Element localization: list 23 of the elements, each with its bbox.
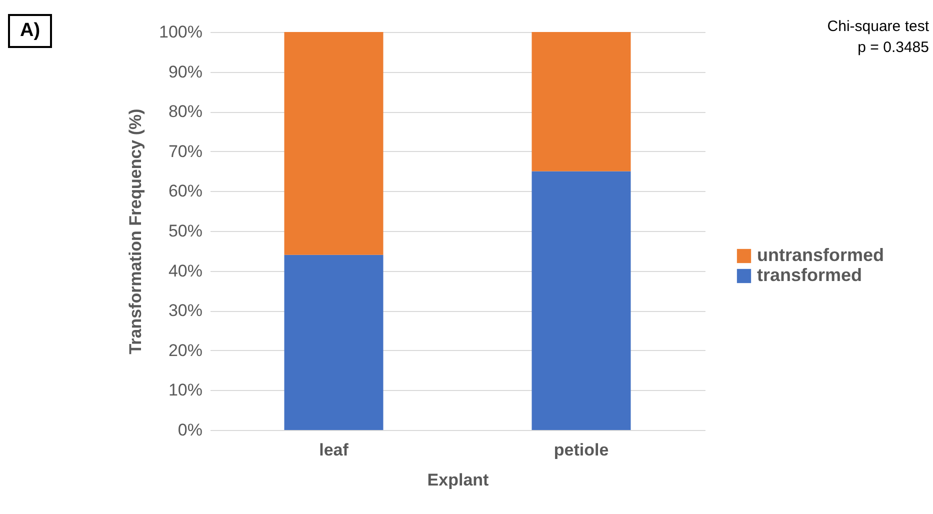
legend-label: untransformed	[757, 245, 884, 265]
bar	[284, 32, 384, 255]
y-tick-label: 70%	[168, 142, 202, 161]
bar	[532, 32, 631, 172]
bar	[284, 254, 384, 430]
legend-label: transformed	[757, 265, 862, 285]
y-tick-label: 10%	[168, 380, 202, 400]
y-tick-label: 50%	[168, 222, 202, 240]
y-tick-label: 80%	[168, 102, 202, 122]
x-tick-label: petiole	[554, 440, 609, 460]
y-tick-label: 40%	[168, 261, 202, 280]
x-axis-title: Explant	[427, 470, 490, 490]
text: A)	[8, 14, 52, 48]
y-tick-label: 0%	[178, 420, 202, 440]
y-tick-label: 100%	[159, 22, 202, 42]
y-tick-label: 90%	[168, 62, 202, 82]
y-tick-label: 30%	[168, 301, 202, 320]
bar	[532, 171, 631, 430]
y-tick-label: 60%	[168, 182, 202, 201]
x-tick-label: leaf	[319, 440, 349, 460]
y-axis-title: Transformation Frequency (%)	[126, 108, 146, 354]
y-tick-label: 20%	[168, 340, 202, 360]
text: Chi-square test p = 0.3485	[827, 17, 929, 58]
